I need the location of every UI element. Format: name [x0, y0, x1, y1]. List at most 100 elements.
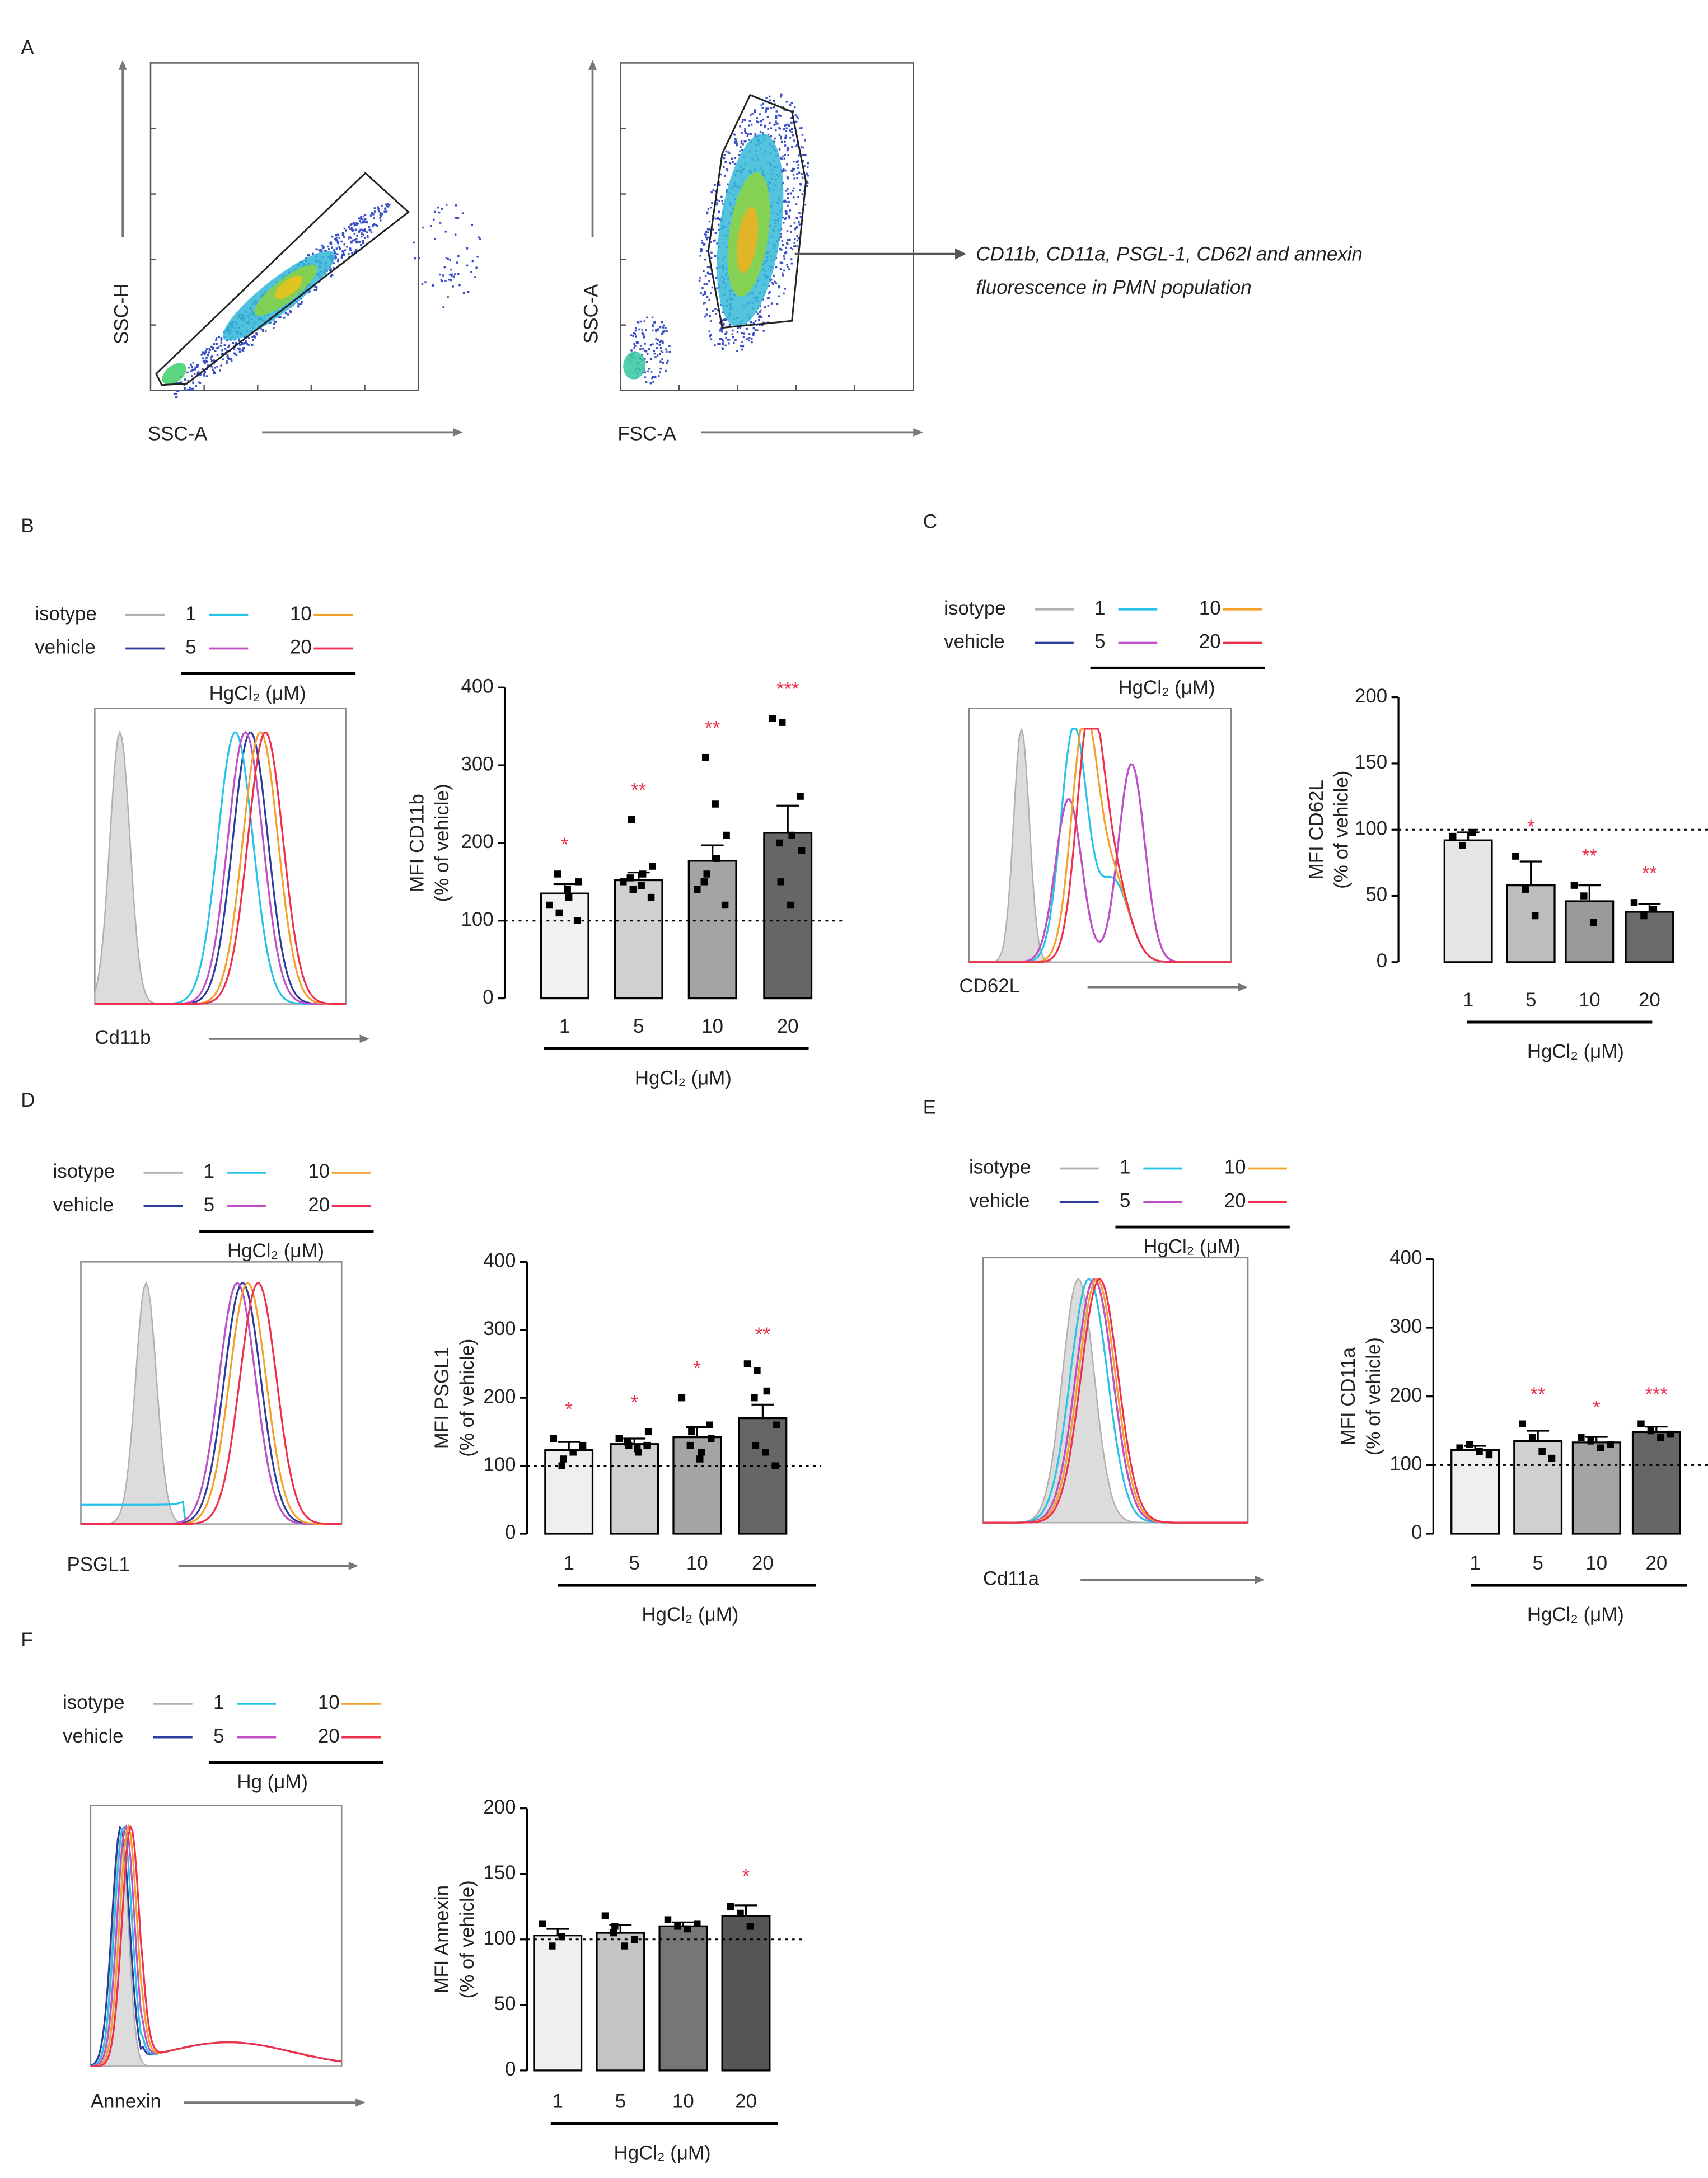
event-dot — [226, 362, 228, 364]
event-dot — [719, 328, 722, 330]
bar — [610, 1443, 659, 1535]
event-dot — [476, 255, 479, 258]
event-dot — [668, 350, 671, 353]
event-dot — [337, 240, 339, 243]
event-dot — [754, 111, 756, 114]
significance: ** — [755, 1324, 771, 1346]
event-dot — [383, 210, 386, 213]
event-dot — [785, 210, 788, 213]
event-dot — [377, 206, 379, 208]
event-dot — [783, 109, 785, 111]
gate — [707, 93, 807, 329]
event-dot — [780, 249, 783, 251]
event-dot — [789, 104, 792, 106]
event-dot — [765, 96, 768, 99]
event-dot — [315, 287, 318, 289]
event-dot — [765, 107, 768, 110]
event-dot — [762, 118, 765, 121]
event-dot — [219, 369, 221, 372]
data-point — [643, 1441, 651, 1449]
data-point — [1456, 1444, 1463, 1451]
data-point — [674, 1923, 681, 1930]
event-dot — [723, 318, 726, 321]
data-point — [550, 1435, 557, 1442]
event-dot — [734, 339, 737, 341]
event-dot — [445, 204, 448, 206]
event-dot — [381, 204, 383, 207]
event-dot — [335, 236, 338, 239]
event-dot — [701, 242, 704, 244]
x-axis-label: FSC-A — [617, 423, 676, 445]
event-dot — [651, 377, 653, 380]
event-dot — [441, 280, 443, 283]
event-dot — [714, 239, 716, 242]
event-dot — [273, 323, 275, 325]
error-bar — [1645, 1426, 1668, 1432]
event-dot — [714, 344, 716, 346]
event-dot — [790, 258, 793, 260]
event-dot — [202, 357, 204, 359]
legend-label: 5 — [213, 1725, 224, 1747]
data-point — [777, 878, 784, 886]
y-axis-label: (% of vehicle) — [1363, 1337, 1384, 1455]
event-dot — [289, 311, 292, 313]
event-dot — [246, 343, 249, 345]
event-dot — [212, 348, 214, 350]
event-dot — [659, 371, 661, 373]
data-point — [694, 1920, 701, 1927]
event-dot — [797, 167, 799, 169]
legend-label: 1 — [1120, 1156, 1130, 1178]
event-dot — [331, 235, 334, 238]
event-dot — [715, 313, 717, 315]
event-dot — [785, 251, 788, 254]
arrow-head — [1238, 983, 1248, 992]
event-dot — [714, 255, 717, 257]
data-point — [779, 719, 786, 726]
treatment-label: HgCl₂ (μM) — [227, 1240, 324, 1262]
event-dot — [339, 247, 341, 250]
data-point — [620, 878, 627, 886]
event-dot — [722, 311, 724, 313]
event-dot — [665, 330, 667, 332]
event-dot — [751, 338, 753, 340]
event-dot — [634, 345, 637, 347]
event-dot — [770, 107, 773, 109]
event-dot — [364, 218, 367, 221]
event-dot — [441, 208, 443, 210]
event-dot — [358, 219, 361, 222]
event-dot — [656, 342, 658, 345]
event-dot — [723, 157, 726, 160]
event-dot — [758, 318, 760, 321]
event-dot — [741, 132, 743, 134]
event-dot — [350, 237, 352, 239]
event-dot — [781, 158, 783, 160]
event-dot — [210, 358, 213, 360]
event-dot — [801, 127, 803, 129]
event-dot — [804, 203, 806, 206]
event-dot — [178, 382, 180, 384]
data-point — [1459, 842, 1466, 849]
event-dot — [364, 230, 366, 232]
event-dot — [799, 184, 802, 186]
event-dot — [665, 369, 667, 372]
event-dot — [725, 150, 728, 153]
event-dot — [795, 161, 798, 163]
event-dot — [790, 102, 793, 104]
event-dot — [797, 160, 799, 162]
event-dot — [776, 123, 779, 125]
event-dot — [786, 230, 789, 232]
event-dot — [362, 229, 365, 232]
event-dot — [421, 283, 424, 285]
event-dot — [741, 149, 743, 151]
event-dot — [716, 199, 719, 202]
arrow-head — [955, 248, 966, 260]
event-dot — [350, 229, 353, 231]
data-point — [737, 1909, 744, 1917]
event-dot — [764, 124, 766, 127]
data-point — [688, 1428, 695, 1436]
legend-label: vehicle — [53, 1194, 114, 1216]
event-dot — [727, 151, 729, 153]
event-dot — [726, 169, 729, 172]
event-dot — [716, 242, 718, 245]
event-dot — [704, 291, 706, 293]
